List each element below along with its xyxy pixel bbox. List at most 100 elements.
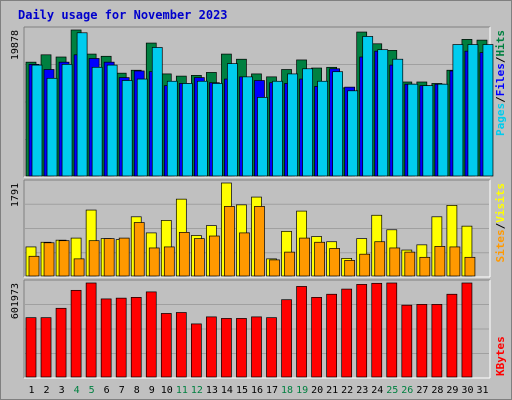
series-pages-bar-day-29 xyxy=(452,44,464,177)
series-pages-bar-day-25 xyxy=(392,58,404,177)
series-kbytes-bar-day-20 xyxy=(311,297,322,378)
x-tick-label-day-12: 12 xyxy=(191,385,203,396)
series-kbytes-bar-day-9 xyxy=(145,291,157,378)
legend-hits: Hits xyxy=(494,30,507,57)
series-pages-bar-day-7 xyxy=(121,80,133,177)
series-pages-bar-day-15 xyxy=(242,76,253,177)
x-tick-label-day-16: 16 xyxy=(251,385,263,396)
series-kbytes-bar-day-25 xyxy=(386,282,398,378)
series-sites-bar-day-20 xyxy=(314,241,325,277)
x-tick-label-day-15: 15 xyxy=(236,385,248,396)
series-pages-bar-day-30 xyxy=(467,44,479,177)
x-tick-label-day-8: 8 xyxy=(134,385,140,396)
x-tick-label-day-9: 9 xyxy=(149,385,155,396)
series-kbytes-bar-day-5 xyxy=(85,282,97,378)
series-sites-bar-day-26 xyxy=(404,251,416,277)
series-pages-bar-day-26 xyxy=(407,83,419,177)
series-sites-bar-day-16 xyxy=(254,206,265,277)
series-pages-bar-day-18 xyxy=(287,73,298,177)
legend-kbytes: KBytes xyxy=(494,336,507,376)
series-sites-bar-day-9 xyxy=(148,247,160,277)
series-sites-bar-day-2 xyxy=(43,242,55,277)
series-pages-bar-day-24 xyxy=(377,49,389,177)
series-sites-bar-day-13 xyxy=(209,235,220,277)
series-sites-bar-day-8 xyxy=(133,222,145,277)
x-tick-label-day-31: 31 xyxy=(476,385,488,396)
legend-hits-files-pages: Pages/Files/Hits xyxy=(494,30,507,136)
x-tick-label-day-19: 19 xyxy=(296,385,308,396)
x-tick-label-day-27: 27 xyxy=(416,385,428,396)
x-tick-label-day-1: 1 xyxy=(29,385,35,396)
series-kbytes-bar-day-11 xyxy=(175,312,187,378)
series-sites-bar-day-3 xyxy=(58,240,70,277)
x-tick-label-day-23: 23 xyxy=(356,385,368,396)
x-tick-label-day-21: 21 xyxy=(326,385,338,396)
x-tick-label-day-24: 24 xyxy=(371,385,383,396)
series-sites-bar-day-22 xyxy=(344,260,356,277)
series-sites-bar-day-23 xyxy=(359,253,371,277)
series-pages-bar-day-19 xyxy=(302,68,313,177)
x-tick-label-day-29: 29 xyxy=(446,385,458,396)
x-tick-label-day-11: 11 xyxy=(176,385,188,396)
series-pages-bar-day-8 xyxy=(136,78,148,177)
series-sites-bar-day-18 xyxy=(284,251,295,277)
series-kbytes-bar-day-17 xyxy=(266,317,277,378)
series-pages-bar-day-10 xyxy=(166,80,178,177)
series-kbytes-bar-day-24 xyxy=(371,282,383,378)
series-sites-bar-day-1 xyxy=(28,255,40,277)
series-kbytes-bar-day-29 xyxy=(446,293,458,378)
x-tick-label-day-25: 25 xyxy=(386,385,398,396)
series-sites-bar-day-21 xyxy=(329,248,340,277)
x-tick-label-day-2: 2 xyxy=(44,385,50,396)
series-sites-bar-day-5 xyxy=(88,240,100,277)
series-kbytes-bar-day-15 xyxy=(236,318,247,378)
series-sites-bar-day-14 xyxy=(224,206,235,277)
series-kbytes-bar-day-10 xyxy=(160,313,172,378)
series-pages-bar-day-22 xyxy=(347,90,359,177)
x-tick-label-day-5: 5 xyxy=(89,385,95,396)
series-sites-bar-day-4 xyxy=(73,258,85,277)
series-kbytes-bar-day-7 xyxy=(115,297,127,378)
series-kbytes-bar-day-28 xyxy=(431,304,443,378)
series-pages-bar-day-11 xyxy=(181,83,193,177)
series-kbytes-bar-day-3 xyxy=(55,307,67,378)
legend-sites: Sites xyxy=(494,229,507,262)
series-kbytes-bar-day-2 xyxy=(40,317,52,378)
x-tick-label-day-22: 22 xyxy=(341,385,353,396)
legend-separator: / xyxy=(494,222,507,229)
series-pages-bar-day-31 xyxy=(482,44,494,177)
series-kbytes-bar-day-1 xyxy=(25,317,37,378)
series-pages-bar-day-3 xyxy=(61,64,73,177)
x-tick-label-day-18: 18 xyxy=(281,385,293,396)
visits-axis-max-label: 1791 xyxy=(10,183,21,207)
series-pages-bar-day-28 xyxy=(437,83,449,177)
series-kbytes-bar-day-4 xyxy=(70,289,82,378)
series-pages-bar-day-16 xyxy=(257,97,268,177)
series-pages-bar-day-17 xyxy=(272,80,283,177)
x-tick-label-day-28: 28 xyxy=(431,385,443,396)
series-sites-bar-day-25 xyxy=(389,247,401,277)
x-tick-label-day-3: 3 xyxy=(59,385,65,396)
series-pages-bar-day-23 xyxy=(362,36,374,177)
series-sites-bar-day-29 xyxy=(449,246,461,277)
series-kbytes-bar-day-16 xyxy=(251,316,262,378)
x-tick-label-day-30: 30 xyxy=(461,385,473,396)
series-kbytes-bar-day-19 xyxy=(296,286,307,378)
legend-visits-sites: Sites/Visits xyxy=(494,183,507,263)
x-tick-label-day-14: 14 xyxy=(221,385,233,396)
series-kbytes-bar-day-26 xyxy=(401,304,413,378)
series-sites-bar-day-30 xyxy=(464,256,476,277)
series-kbytes-bar-day-6 xyxy=(100,298,112,378)
series-kbytes-bar-day-12 xyxy=(191,323,202,378)
series-kbytes-bar-day-30 xyxy=(461,282,473,378)
series-pages-bar-day-12 xyxy=(197,80,208,177)
legend-separator: / xyxy=(494,56,507,63)
series-sites-bar-day-27 xyxy=(419,256,431,277)
hits-axis-max-label: 19878 xyxy=(10,30,21,60)
series-pages-bar-day-13 xyxy=(212,83,223,177)
x-tick-label-day-17: 17 xyxy=(266,385,278,396)
series-pages-bar-day-5 xyxy=(91,66,103,177)
kbytes-axis-max-label: 601973 xyxy=(10,283,21,319)
